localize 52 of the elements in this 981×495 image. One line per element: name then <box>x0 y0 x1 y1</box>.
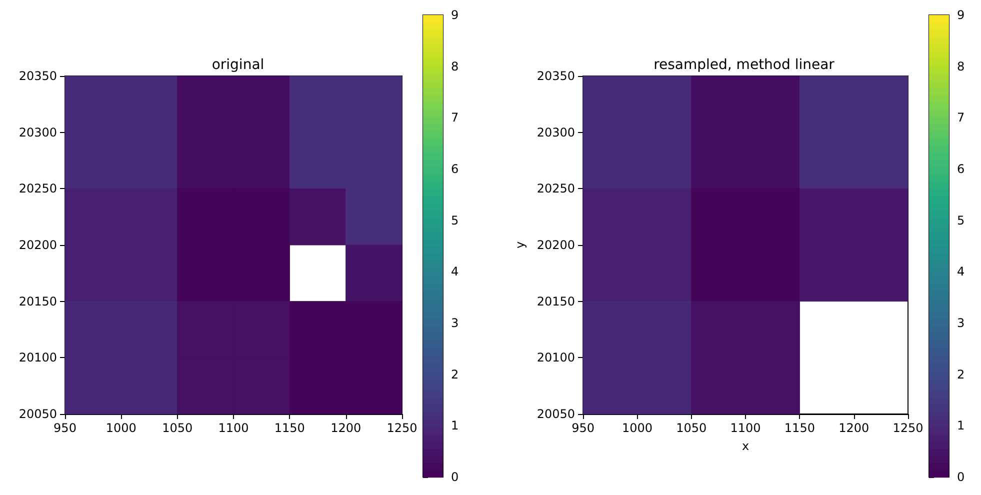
x-tick-label: 1200 <box>838 421 870 435</box>
color-bar-label: 0 <box>451 470 459 484</box>
y-tick-label: 20150 <box>18 294 57 308</box>
color-bar-label: 2 <box>451 367 459 382</box>
color-bar-label: 2 <box>957 367 965 382</box>
y-tick-label: 20350 <box>18 69 57 83</box>
color-bar-label: 3 <box>957 316 965 330</box>
x-tick-label: 1250 <box>892 421 924 435</box>
x-tick-label: 1150 <box>784 421 815 435</box>
y-tick-label: 20100 <box>18 350 57 365</box>
y-tick-label: 20250 <box>18 182 57 196</box>
color-bar-label: 8 <box>451 59 459 74</box>
color-bar-label: 9 <box>451 8 459 22</box>
color-bar-label: 6 <box>957 162 965 176</box>
color-bar-label: 1 <box>451 418 459 433</box>
color-bar-label: 7 <box>957 110 965 125</box>
color-bar-label: 3 <box>451 316 459 330</box>
color-bar-label: 5 <box>957 213 965 228</box>
y-tick-label: 20050 <box>18 407 57 421</box>
x-tick-label: 1100 <box>730 421 761 435</box>
x-tick-label: 1050 <box>676 421 707 435</box>
x-tick-label: 950 <box>54 421 76 435</box>
color-bar-label: 6 <box>451 162 459 176</box>
y-tick-label: 20250 <box>536 182 576 196</box>
color-bar-label: 9 <box>957 8 965 22</box>
x-axis-title: x <box>742 439 750 453</box>
y-tick-label: 20150 <box>536 294 576 308</box>
color-bar-label: 5 <box>451 213 459 228</box>
x-tick-label: 1050 <box>162 421 193 435</box>
y-tick-label: 20050 <box>536 407 576 421</box>
chart-title: resampled, method linear <box>654 57 835 73</box>
color-bar-label: 1 <box>957 418 965 433</box>
y-tick-label: 20350 <box>536 69 576 83</box>
x-tick-label: 1100 <box>218 421 249 435</box>
color-bar-label: 8 <box>957 59 965 74</box>
color-bar-label: 4 <box>451 264 459 279</box>
x-tick-label: 1200 <box>330 421 362 435</box>
y-tick-label: 20300 <box>536 125 576 140</box>
y-tick-label: 20200 <box>18 238 57 252</box>
x-tick-label: 1000 <box>622 421 652 435</box>
x-tick-label: 950 <box>572 421 595 435</box>
x-tick-label: 1150 <box>274 421 305 435</box>
y-axis-title: y <box>513 241 527 249</box>
color-bar-label: 0 <box>957 470 965 484</box>
x-tick-label: 1000 <box>106 421 136 435</box>
color-bar-label: 4 <box>957 264 965 279</box>
y-tick-label: 20300 <box>18 125 57 140</box>
x-tick-label: 1250 <box>386 421 418 435</box>
y-tick-label: 20200 <box>536 238 576 252</box>
y-tick-label: 20100 <box>536 350 576 365</box>
color-bar-label: 7 <box>451 110 459 125</box>
chart-title: original <box>212 57 264 73</box>
